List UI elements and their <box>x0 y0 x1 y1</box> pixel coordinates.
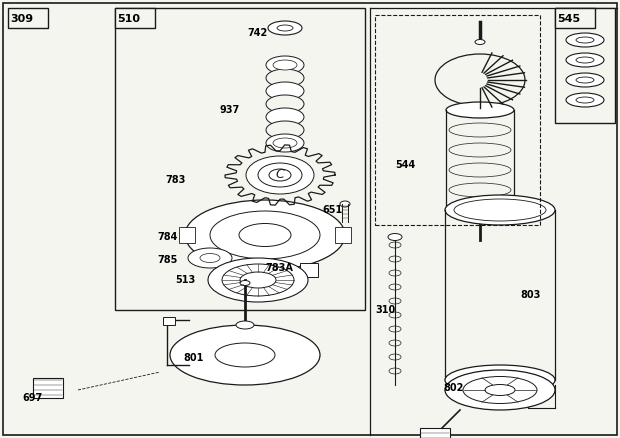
Text: 802: 802 <box>443 383 463 393</box>
Text: 545: 545 <box>557 14 580 24</box>
Text: 783: 783 <box>165 175 185 185</box>
Text: 742: 742 <box>247 28 267 38</box>
Ellipse shape <box>576 77 594 83</box>
Bar <box>335 227 351 243</box>
Bar <box>163 317 175 325</box>
Bar <box>33 378 63 398</box>
Ellipse shape <box>388 233 402 240</box>
Ellipse shape <box>485 385 515 396</box>
Bar <box>179 227 195 243</box>
Ellipse shape <box>188 248 232 268</box>
Ellipse shape <box>454 199 546 221</box>
Text: 651: 651 <box>322 205 342 215</box>
Ellipse shape <box>576 97 594 103</box>
Ellipse shape <box>445 370 555 410</box>
Ellipse shape <box>273 138 297 148</box>
Bar <box>300 263 318 277</box>
Ellipse shape <box>566 33 604 47</box>
Bar <box>8 8 48 28</box>
Ellipse shape <box>269 169 291 181</box>
Ellipse shape <box>446 202 514 218</box>
Ellipse shape <box>446 102 514 118</box>
Ellipse shape <box>266 69 304 87</box>
Ellipse shape <box>277 25 293 31</box>
Bar <box>115 8 365 310</box>
Text: 801: 801 <box>183 353 203 363</box>
Bar <box>375 15 540 225</box>
Ellipse shape <box>576 37 594 43</box>
Text: 310: 310 <box>375 305 396 315</box>
Ellipse shape <box>240 272 276 288</box>
Ellipse shape <box>185 200 345 270</box>
Bar <box>420 428 450 438</box>
Ellipse shape <box>246 156 314 194</box>
Ellipse shape <box>475 39 485 45</box>
Text: 784: 784 <box>157 232 177 242</box>
Ellipse shape <box>266 56 304 74</box>
Ellipse shape <box>222 264 294 296</box>
Text: 783A: 783A <box>265 263 293 273</box>
Text: 309: 309 <box>10 14 33 24</box>
Text: 513: 513 <box>175 275 195 285</box>
Ellipse shape <box>268 21 302 35</box>
Ellipse shape <box>566 73 604 87</box>
Ellipse shape <box>266 82 304 100</box>
Ellipse shape <box>273 60 297 70</box>
Ellipse shape <box>576 57 594 63</box>
Bar <box>115 8 155 28</box>
Text: 510: 510 <box>117 14 140 24</box>
Ellipse shape <box>239 223 291 247</box>
Ellipse shape <box>258 163 302 187</box>
Ellipse shape <box>340 201 350 207</box>
Ellipse shape <box>445 195 555 225</box>
Text: eReplacementParts.com: eReplacementParts.com <box>250 230 370 240</box>
Ellipse shape <box>566 93 604 107</box>
Text: 697: 697 <box>22 393 42 403</box>
Text: C: C <box>276 169 285 181</box>
Bar <box>555 8 615 123</box>
Ellipse shape <box>473 207 487 213</box>
Ellipse shape <box>463 377 537 403</box>
Ellipse shape <box>215 343 275 367</box>
Ellipse shape <box>200 254 220 262</box>
Ellipse shape <box>170 325 320 385</box>
Ellipse shape <box>240 280 250 286</box>
Ellipse shape <box>210 211 320 259</box>
Text: 785: 785 <box>157 255 177 265</box>
Ellipse shape <box>266 134 304 152</box>
Text: 937: 937 <box>220 105 241 115</box>
Text: 803: 803 <box>520 290 541 300</box>
Ellipse shape <box>266 108 304 126</box>
Ellipse shape <box>445 365 555 395</box>
Bar <box>555 8 595 28</box>
Ellipse shape <box>566 53 604 67</box>
Ellipse shape <box>266 121 304 139</box>
Text: 544: 544 <box>395 160 415 170</box>
Ellipse shape <box>266 95 304 113</box>
Ellipse shape <box>208 258 308 302</box>
Ellipse shape <box>236 321 254 329</box>
